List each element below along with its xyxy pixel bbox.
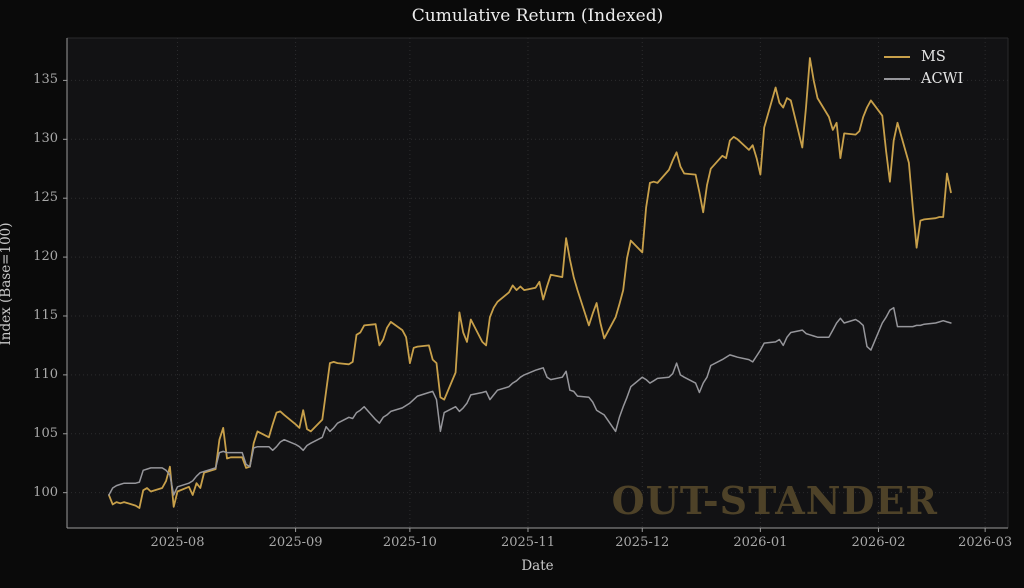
x-tick-label: 2025-10: [382, 535, 437, 550]
legend-label: ACWI: [921, 71, 964, 87]
legend-line-swatch: [884, 56, 910, 58]
x-tick-label: 2025-08: [150, 535, 205, 550]
y-tick-label: 105: [33, 425, 58, 441]
watermark: OUT-STANDER: [611, 478, 938, 523]
acwi-line: [108, 306, 952, 496]
x-tick-label: 2025-12: [615, 535, 670, 550]
x-axis-label: Date: [521, 558, 554, 574]
x-tick-label: 2026-03: [958, 535, 1013, 550]
legend-line-swatch: [884, 78, 910, 80]
ms-line: [108, 57, 952, 509]
y-tick-label: 120: [33, 249, 58, 265]
legend-item-acwi: ACWI: [884, 68, 963, 90]
y-tick-label: 135: [33, 72, 58, 88]
x-tick-label: 2025-11: [500, 535, 555, 550]
legend-item-ms: MS: [884, 46, 963, 68]
y-tick-label: 115: [33, 307, 58, 323]
legend-label: MS: [921, 49, 946, 65]
legend: MS ACWI: [884, 46, 963, 90]
y-tick-label: 130: [33, 131, 58, 147]
x-tick-label: 2026-02: [851, 535, 906, 550]
y-tick-label: 100: [33, 484, 58, 500]
chart-title: Cumulative Return (Indexed): [411, 6, 664, 26]
x-tick-label: 2026-01: [733, 535, 788, 550]
y-tick-label: 110: [33, 366, 58, 382]
plot-background: [67, 38, 1008, 528]
y-tick-label: 125: [33, 190, 58, 206]
x-tick-label: 2025-09: [268, 535, 323, 550]
